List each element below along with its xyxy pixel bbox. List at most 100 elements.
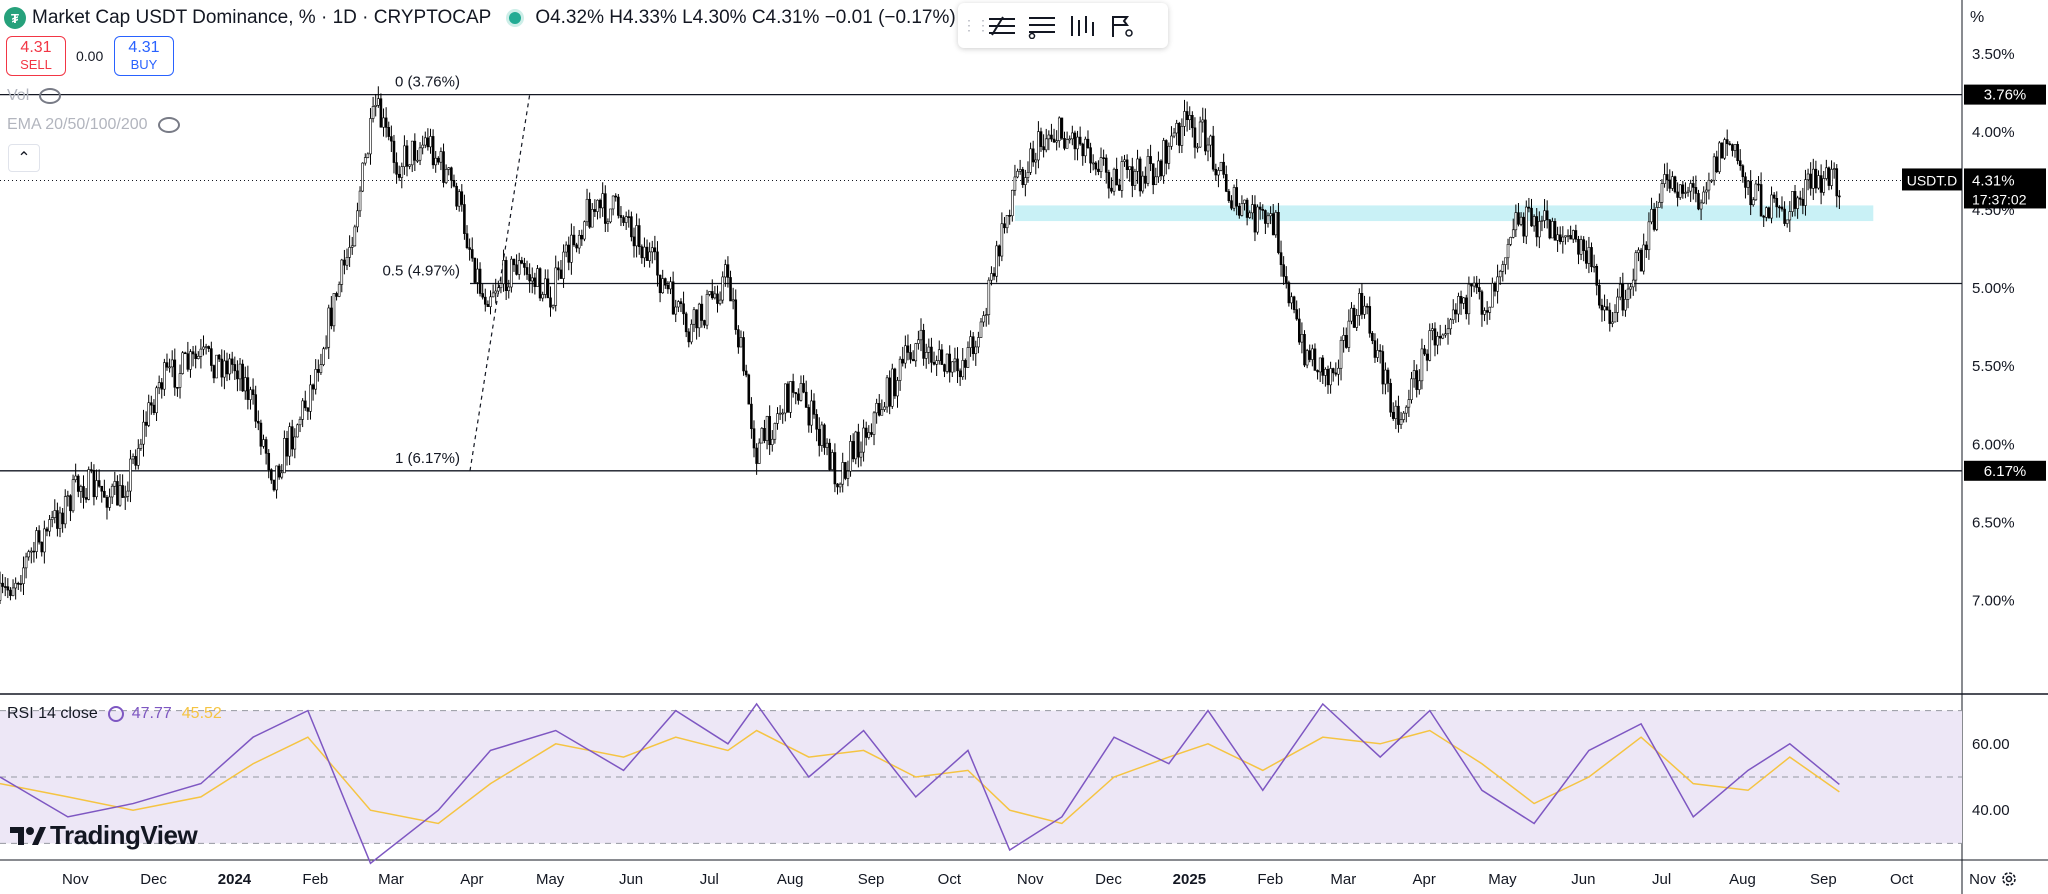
candle-body	[739, 337, 743, 348]
candle-body	[1073, 132, 1077, 150]
candle-body	[807, 407, 811, 426]
buy-button[interactable]: 4.31 BUY	[114, 36, 174, 76]
lines-button[interactable]	[1022, 8, 1062, 44]
candle-body	[1039, 131, 1043, 147]
price-axis-tick: 3.50%	[1972, 46, 2015, 63]
candle-body	[1519, 216, 1523, 225]
candle-body	[353, 226, 357, 247]
candle-body	[1710, 179, 1713, 182]
bars-button[interactable]	[1062, 8, 1102, 44]
price-axis-tick: 5.00%	[1972, 280, 2015, 297]
candle-body	[483, 296, 487, 305]
candle-body	[1078, 136, 1082, 145]
time-axis-tick: Jun	[1571, 871, 1595, 888]
candle-body	[1089, 147, 1092, 164]
candle-body	[596, 199, 599, 212]
candle-body	[781, 412, 785, 415]
candle-body	[606, 221, 610, 224]
candle-body	[1222, 161, 1225, 175]
candle-body	[437, 157, 440, 163]
rsi-line[interactable]	[0, 702, 1840, 865]
fib-retracement-button[interactable]	[982, 8, 1022, 44]
rsi-ma-line[interactable]	[0, 729, 1840, 825]
candle-body	[841, 462, 845, 485]
tradingview-logo[interactable]: TradingView	[10, 820, 198, 851]
time-axis-tick: Feb	[302, 871, 328, 888]
candle-body	[995, 245, 998, 277]
candle-body	[30, 550, 33, 553]
drag-handle-icon[interactable]: ⋮⋮	[962, 17, 990, 33]
candle-body	[1371, 332, 1374, 341]
candle-body	[455, 185, 458, 207]
candle-body	[1425, 353, 1429, 361]
candle-body	[317, 369, 320, 373]
candle-body	[113, 481, 117, 487]
candle-body	[640, 246, 644, 259]
candle-body	[1185, 111, 1189, 121]
candle-body	[87, 469, 91, 500]
candle-body	[1598, 284, 1601, 306]
candle-body	[173, 359, 177, 388]
settings-gear-icon[interactable]	[2000, 870, 2018, 888]
candle-body	[1172, 132, 1176, 137]
candle-body	[272, 479, 276, 491]
flags-button[interactable]	[1102, 8, 1142, 44]
candle-body	[1397, 405, 1400, 425]
candle-body	[520, 260, 524, 264]
rsi-ma-value: 45.52	[181, 705, 222, 722]
rsi-legend[interactable]: RSI 14 close 47.77 45.52	[7, 705, 222, 723]
candle-body	[830, 452, 834, 470]
candle-body	[517, 260, 521, 275]
candle-body	[196, 356, 200, 359]
candle-body	[460, 191, 464, 205]
candle-body	[1587, 247, 1591, 264]
sell-button[interactable]: 4.31 SELL	[6, 36, 66, 76]
candle-body	[207, 346, 211, 349]
candle-body	[791, 381, 795, 393]
candle-body	[1438, 336, 1442, 339]
candle-body	[1000, 223, 1004, 257]
ema-indicator[interactable]: EMA 20/50/100/200	[7, 116, 180, 134]
candle-body	[1321, 357, 1325, 376]
tether-logo-icon: ₮	[4, 7, 26, 29]
symbol-title[interactable]: Market Cap USDT Dominance, % · 1D · CRYP…	[32, 7, 492, 28]
market-status-icon[interactable]	[509, 12, 522, 24]
candles[interactable]	[0, 86, 1841, 604]
candle-body	[797, 393, 800, 401]
candle-body	[893, 368, 897, 397]
candle-body	[1196, 146, 1199, 149]
candle-body	[1564, 235, 1567, 238]
hidden-eye-icon[interactable]	[39, 88, 62, 104]
candle-body	[1180, 126, 1184, 146]
candle-body	[1681, 184, 1685, 194]
candle-body	[1141, 175, 1145, 192]
collapse-legend-button[interactable]: ⌃	[8, 144, 40, 172]
candle-body	[1433, 328, 1437, 346]
candle-body	[697, 303, 701, 329]
candle-body	[0, 582, 2, 601]
candle-body	[1266, 215, 1270, 224]
candle-body	[502, 260, 505, 284]
candle-body	[1047, 134, 1051, 140]
percent-scale-button[interactable]: %	[1970, 9, 1985, 26]
rsi-settings-icon[interactable]	[107, 706, 124, 722]
candle-body	[489, 296, 492, 307]
candle-body	[755, 447, 758, 464]
candle-body	[1068, 138, 1072, 141]
candle-body	[264, 439, 268, 454]
support-zone[interactable]	[1014, 205, 1874, 222]
time-axis-tick: Dec	[1095, 871, 1122, 888]
candle-body	[930, 346, 933, 363]
candle-body	[1391, 411, 1395, 419]
candle-body	[1629, 286, 1632, 290]
hidden-eye-icon[interactable]	[157, 117, 180, 133]
candle-body	[53, 510, 57, 518]
candle-body	[763, 428, 766, 441]
candle-body	[906, 345, 910, 353]
candle-body	[1506, 244, 1510, 259]
candle-body	[559, 269, 563, 279]
candle-body	[838, 483, 842, 488]
volume-indicator[interactable]: Vol	[7, 87, 62, 105]
candle-body	[165, 362, 169, 368]
